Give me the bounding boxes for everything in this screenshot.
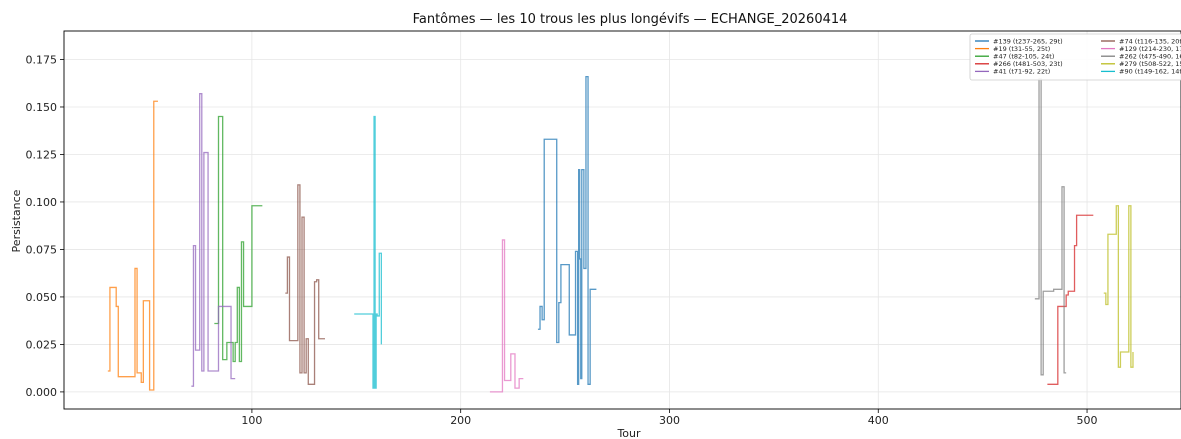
series-line-9 <box>1103 205 1134 368</box>
legend-label: #47 (t82-105, 24t) <box>993 53 1054 61</box>
series-line-4 <box>1047 214 1094 385</box>
series-line-3 <box>214 115 263 363</box>
x-tick-label: 100 <box>241 414 262 427</box>
series-line-5 <box>191 93 236 387</box>
series-line-6 <box>285 184 325 385</box>
legend-label: #74 (t116-135, 20t) <box>1119 37 1181 45</box>
plot-frame <box>63 30 1181 410</box>
series-line-10 <box>354 115 382 389</box>
legend-label: #139 (t237-265, 29t) <box>993 37 1063 45</box>
y-tick-label: 0.175 <box>26 53 58 66</box>
y-axis-title: Persistance <box>10 189 23 252</box>
legend-label: #90 (t149-162, 14t) <box>1119 68 1181 76</box>
y-tick-label: 0.050 <box>26 291 58 304</box>
y-tick-label: 0.150 <box>26 101 58 114</box>
x-tick-label: 500 <box>1077 414 1098 427</box>
legend: #139 (t237-265, 29t)#19 (t31-55, 25t)#47… <box>969 33 1181 81</box>
x-axis-title: Tour <box>616 427 641 439</box>
axis-ticks: 100 200 300 400 500 0.000 0.025 0.050 0.075 0.100… <box>26 53 1098 427</box>
legend-label: #19 (t31-55, 25t) <box>993 45 1050 53</box>
x-tick-label: 300 <box>659 414 680 427</box>
x-tick-label: 200 <box>450 414 471 427</box>
series-line-1 <box>537 75 597 385</box>
x-tick-label: 400 <box>868 414 889 427</box>
y-tick-label: 0.025 <box>26 338 58 351</box>
legend-label: #279 (t508-522, 15t) <box>1119 60 1181 68</box>
legend-label: #262 (t475-490, 16t) <box>1119 53 1181 61</box>
series-line-7 <box>489 239 524 393</box>
series-line-2 <box>107 100 158 391</box>
series-line-8 <box>1034 77 1067 376</box>
y-tick-label: 0.000 <box>26 386 58 399</box>
legend-label: #41 (t71-92, 22t) <box>993 68 1050 76</box>
y-tick-label: 0.100 <box>26 196 58 209</box>
y-tick-label: 0.075 <box>26 243 58 256</box>
y-tick-label: 0.125 <box>26 148 58 161</box>
legend-label: #266 (t481-503, 23t) <box>993 60 1063 68</box>
chart-title: Fantômes — les 10 trous les plus longévi… <box>413 12 848 27</box>
legend-box <box>969 33 1181 81</box>
legend-label: #129 (t214-230, 17t) <box>1119 45 1181 53</box>
